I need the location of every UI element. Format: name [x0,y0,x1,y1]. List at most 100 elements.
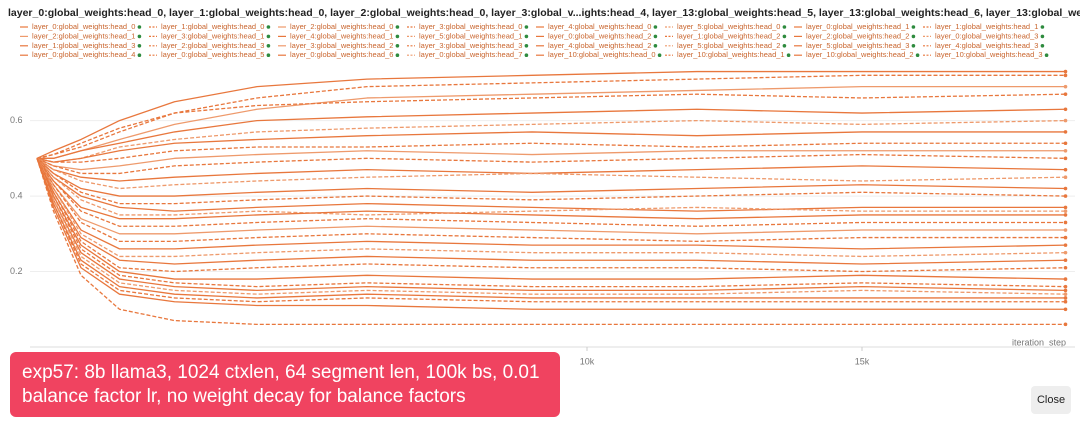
legend-run-dot [1044,53,1049,57]
legend-label: layer_0:global_weights:head_2 [548,31,651,40]
legend-label: layer_0:global_weights:head_5 [161,50,264,59]
series-end-dot [1063,288,1068,293]
legend-label: layer_10:global_weights:head_1 [677,50,785,59]
legend-run-dot [915,53,920,57]
series-end-dot [1063,205,1068,210]
series-end-dot [1063,167,1068,172]
series-line [36,158,1066,295]
legend-label: layer_3:global_weights:head_2 [290,41,393,50]
series-line [36,150,1066,171]
series-end-dot [1063,84,1068,89]
series-end-dot [1063,258,1068,263]
series-end-dot [1063,292,1068,296]
series-end-dot [1063,148,1068,153]
legend-run-dot [782,25,787,29]
legend-run-dot [653,34,658,39]
legend-run-dot [524,53,529,57]
series-line [36,158,1066,292]
legend-run-dot [657,53,662,57]
series-end-dot [1063,299,1068,304]
series-line [36,131,1066,163]
series-end-dot [1063,243,1068,247]
legend-label: layer_5:global_weights:head_0 [677,22,780,31]
legend-run-dot [911,34,916,39]
series-line [36,157,1066,227]
series-line [36,158,1066,273]
series-end-dot [1063,228,1068,232]
series-end-dot [1063,194,1068,198]
series-line [36,157,1066,242]
y-tick-label: 0.6 [10,115,23,125]
legend-label: layer_4:global_weights:head_2 [548,41,651,50]
legend-label: layer_2:global_weights:head_2 [806,31,909,40]
y-tick-label: 0.2 [10,266,23,276]
legend-run-dot [1040,44,1045,48]
series-line [36,93,1066,159]
series-end-dot [1063,92,1068,96]
series-line [36,158,1066,265]
series-end-dot [1063,220,1068,225]
legend-run-dot [524,25,529,29]
series-end-dot [1063,322,1068,327]
legend-run-dot [653,44,658,48]
series-line [36,70,1066,159]
close-button[interactable]: Close [1031,386,1071,414]
series-line [36,158,1066,326]
legend-run-dot [137,34,142,39]
series-end-dot [1063,277,1068,281]
legend-label: layer_3:global_weights:head_0 [419,22,522,31]
y-tick-label: 0.4 [10,190,23,200]
series-line [36,157,1066,205]
legend-run-dot [786,53,791,57]
series-end-dot [1063,284,1068,289]
series-end-dot [1063,186,1068,191]
legend-run-dot [395,25,400,29]
x-axis-label: iteration_step [1012,337,1066,347]
series-line [36,158,1066,280]
legend-label: layer_0:global_weights:head_7 [419,50,522,59]
series-end-dot [1063,213,1068,217]
legend-run-dot [395,34,400,39]
series-line [36,158,1066,288]
legend-run-dot [395,44,400,48]
series-end-dot [1063,175,1068,179]
legend-label: layer_2:global_weights:head_1 [32,31,135,40]
legend-label: layer_5:global_weights:head_1 [419,31,522,40]
legend-run-dot [137,25,142,29]
legend-label: layer_2:global_weights:head_3 [161,41,264,50]
series-line [36,158,1066,258]
chart-title: layer_0:global_weights:head_0, layer_1:g… [8,7,1080,19]
legend-run-dot [911,44,916,48]
series-line [36,157,1066,216]
series-line [36,157,1066,190]
series-end-dot [1063,107,1068,112]
series-end-dot [1063,130,1068,134]
legend-run-dot [782,44,787,48]
series-end-dot [1063,307,1068,312]
legend-label: layer_5:global_weights:head_3 [806,41,909,50]
series-line [36,157,1066,182]
series-end-dot [1063,209,1068,213]
legend-label: layer_1:global_weights:head_2 [677,31,780,40]
legend-label: layer_0:global_weights:head_4 [32,50,135,59]
series-line [36,157,1066,197]
legend-run-dot [137,53,142,57]
legend-label: layer_10:global_weights:head_2 [806,50,914,59]
legend-run-dot [1040,34,1045,39]
series-end-dot [1063,118,1068,123]
legend-run-dot [266,34,271,39]
series-line [36,157,1066,220]
legend-run-dot [911,25,916,29]
series-end-dot [1063,265,1068,270]
series-line [36,158,1066,299]
legend-label: layer_4:global_weights:head_0 [548,22,651,31]
legend-label: layer_4:global_weights:head_1 [290,31,393,40]
series-line [36,157,1066,235]
legend-label: layer_2:global_weights:head_0 [290,22,393,31]
legend-label: layer_0:global_weights:head_3 [935,31,1038,40]
series-line [36,74,1066,159]
x-tick-label: 15k [855,356,870,366]
legend-label: layer_10:global_weights:head_3 [935,50,1043,59]
legend-label: layer_5:global_weights:head_2 [677,41,780,50]
